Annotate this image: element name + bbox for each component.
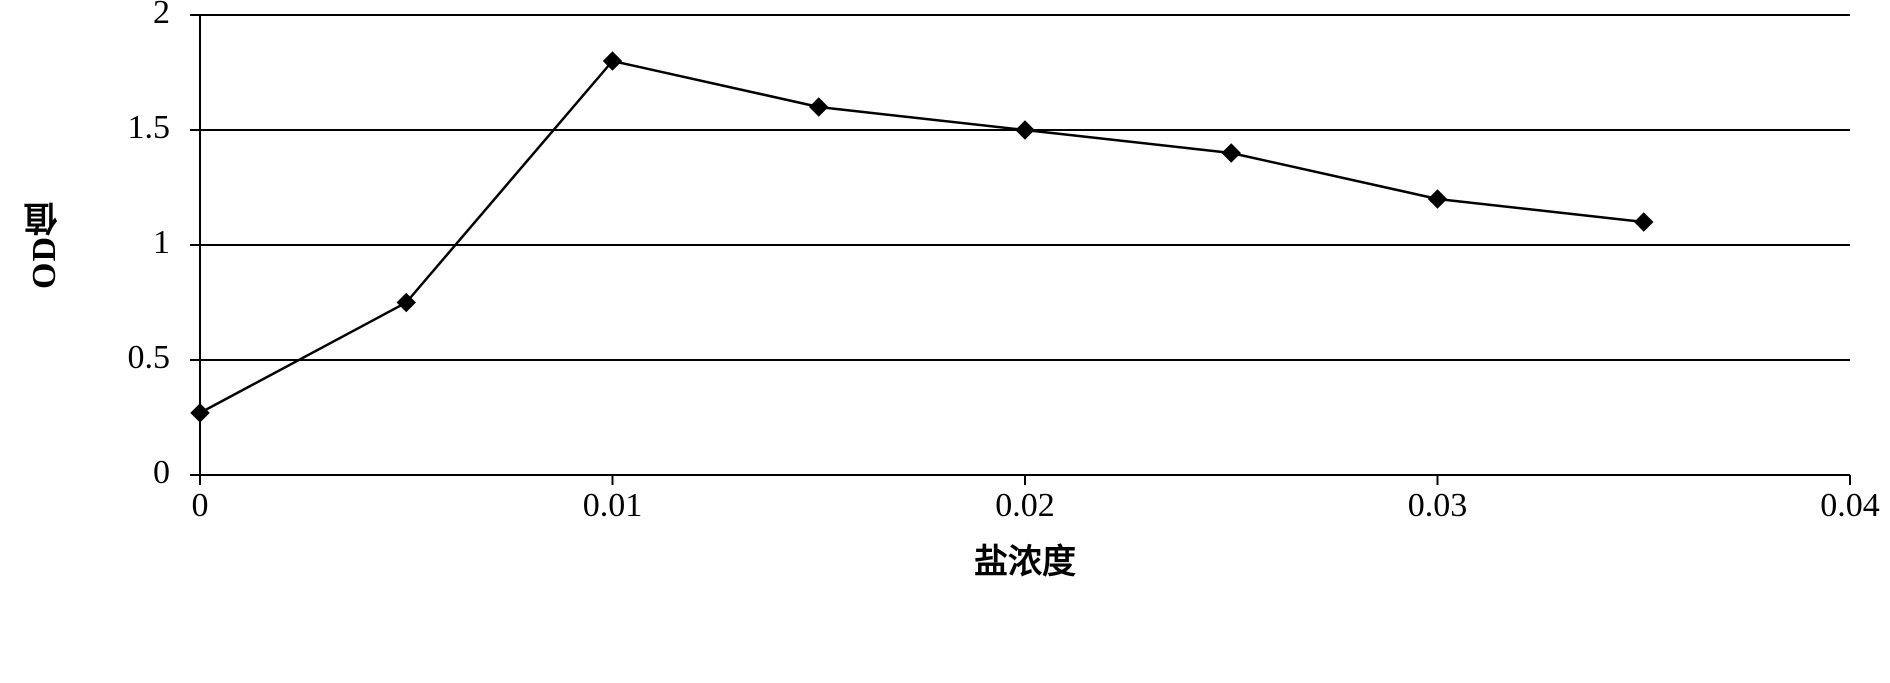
x-tick-label: 0.04 [1820, 487, 1880, 524]
y-tick-label: 1 [153, 224, 170, 261]
line-chart: OD值 0 0.5 1 1.5 2 0 0.01 0.02 0.03 0.04 盐浓度 [0, 0, 1890, 683]
y-tick-label: 2 [153, 0, 170, 31]
y-axis-label: OD值 [20, 201, 69, 289]
x-tick-label: 0.02 [995, 487, 1055, 524]
y-tick-label: 0.5 [128, 339, 171, 376]
x-axis-label: 盐浓度 [974, 543, 1076, 581]
y-tick-label: 0 [153, 454, 170, 491]
y-axis-label-container: OD值 [20, 15, 69, 475]
x-tick-label: 0.03 [1408, 487, 1468, 524]
y-tick-label: 1.5 [128, 109, 171, 146]
x-tick-label: 0 [192, 487, 209, 524]
x-tick-label: 0.01 [583, 487, 643, 524]
chart-svg: 0 0.5 1 1.5 2 0 0.01 0.02 0.03 0.04 盐浓度 [0, 0, 1890, 683]
